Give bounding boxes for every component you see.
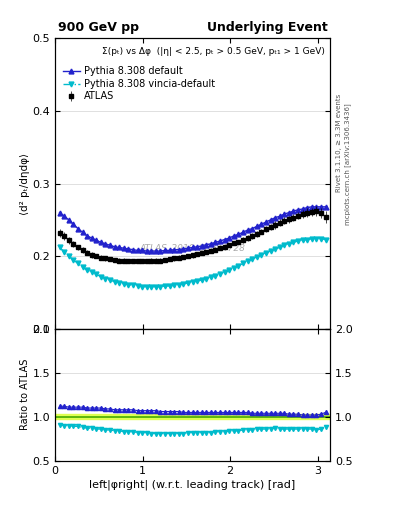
Pythia 8.308 vincia-default [57, 244, 62, 250]
Pythia 8.308 default [57, 209, 62, 216]
Pythia 8.308 vincia-default [199, 277, 204, 283]
Pythia 8.308 default [144, 248, 149, 254]
Pythia 8.308 vincia-default [323, 237, 328, 243]
Pythia 8.308 default [85, 233, 90, 239]
Text: Rivet 3.1.10, ≥ 3.3M events: Rivet 3.1.10, ≥ 3.3M events [336, 94, 342, 193]
Y-axis label: ⟨d² pₜ/dηdφ⟩: ⟨d² pₜ/dηdφ⟩ [20, 153, 29, 215]
Pythia 8.308 vincia-default [99, 273, 103, 280]
Line: Pythia 8.308 default: Pythia 8.308 default [57, 204, 328, 253]
Text: Underlying Event: Underlying Event [207, 21, 327, 34]
Y-axis label: Ratio to ATLAS: Ratio to ATLAS [20, 359, 29, 431]
Pythia 8.308 vincia-default [254, 254, 259, 260]
Text: ATLAS_2010_S8894728: ATLAS_2010_S8894728 [140, 243, 246, 252]
Pythia 8.308 default [126, 246, 131, 252]
Pythia 8.308 vincia-default [126, 282, 131, 288]
Pythia 8.308 default [199, 243, 204, 249]
Pythia 8.308 vincia-default [309, 236, 314, 242]
Pythia 8.308 default [99, 239, 103, 245]
Text: mcplots.cern.ch [arXiv:1306.3436]: mcplots.cern.ch [arXiv:1306.3436] [345, 103, 351, 225]
Pythia 8.308 vincia-default [140, 284, 145, 290]
Pythia 8.308 default [66, 217, 71, 223]
Pythia 8.308 default [254, 223, 259, 229]
Line: Pythia 8.308 vincia-default: Pythia 8.308 vincia-default [57, 237, 328, 289]
Legend: Pythia 8.308 default, Pythia 8.308 vincia-default, ATLAS: Pythia 8.308 default, Pythia 8.308 vinci… [62, 67, 215, 101]
Pythia 8.308 vincia-default [66, 253, 71, 259]
Text: 900 GeV pp: 900 GeV pp [58, 21, 139, 34]
X-axis label: left|φright| (w.r.t. leading track) [rad]: left|φright| (w.r.t. leading track) [rad… [90, 480, 296, 490]
Pythia 8.308 default [323, 204, 328, 210]
Text: Σ(pₜ) vs Δφ  (|η| < 2.5, pₜ > 0.5 GeV, pₜ₁ > 1 GeV): Σ(pₜ) vs Δφ (|η| < 2.5, pₜ > 0.5 GeV, pₜ… [102, 47, 325, 56]
Pythia 8.308 default [309, 204, 314, 210]
Pythia 8.308 vincia-default [85, 267, 90, 273]
